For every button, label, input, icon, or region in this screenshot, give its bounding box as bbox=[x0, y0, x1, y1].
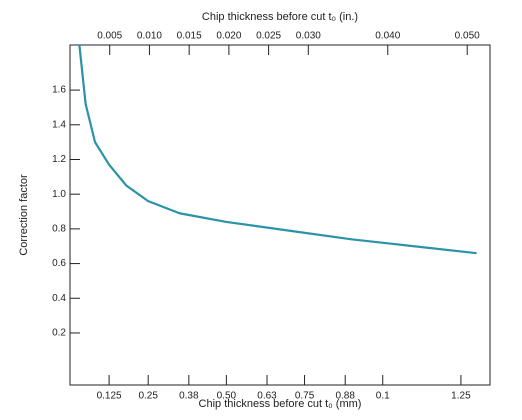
y-tick-label: 0.8 bbox=[52, 224, 66, 235]
x-tick-label: 0.50 bbox=[217, 391, 237, 402]
x2-tick-label: 0.015 bbox=[177, 31, 202, 42]
x-tick-label: 0.75 bbox=[295, 391, 315, 402]
y-axis-label: Correction factor bbox=[18, 174, 30, 256]
x-tick-label: 1.25 bbox=[451, 391, 471, 402]
y-tick-label: 1.0 bbox=[52, 189, 66, 200]
y-tick-label: 1.4 bbox=[52, 119, 66, 130]
plot-frame bbox=[69, 44, 491, 386]
data-line bbox=[78, 44, 477, 255]
x-tick-label: 0.1 bbox=[376, 391, 390, 402]
x2-tick-label: 0.040 bbox=[375, 31, 400, 42]
y-tick-label: 1.6 bbox=[52, 85, 66, 96]
y-tick-label: 1.2 bbox=[52, 154, 66, 165]
x-tick-label: 0.25 bbox=[138, 391, 158, 402]
y-tick-label: 0.2 bbox=[52, 328, 66, 339]
x2-tick-label: 0.010 bbox=[137, 31, 162, 42]
y-tick-label: 0.4 bbox=[52, 293, 66, 304]
x2-tick-label: 0.005 bbox=[97, 31, 122, 42]
x-tick-label: 0.125 bbox=[97, 391, 122, 402]
x-axis-label: Chip thickness before cut t₀ (mm) bbox=[199, 398, 362, 410]
x-tick-label: 0.38 bbox=[179, 391, 199, 402]
x2-tick-label: 0.025 bbox=[256, 31, 281, 42]
x-tick-label: 0.63 bbox=[257, 391, 277, 402]
x2-axis-label: Chip thickness before cut t₀ (in.) bbox=[202, 11, 358, 23]
x2-tick-label: 0.030 bbox=[296, 31, 321, 42]
x-tick-label: 0.88 bbox=[335, 391, 355, 402]
y-tick-label: 0.6 bbox=[52, 258, 66, 269]
x2-tick-label: 0.020 bbox=[216, 31, 241, 42]
x2-tick-label: 0.050 bbox=[455, 31, 480, 42]
